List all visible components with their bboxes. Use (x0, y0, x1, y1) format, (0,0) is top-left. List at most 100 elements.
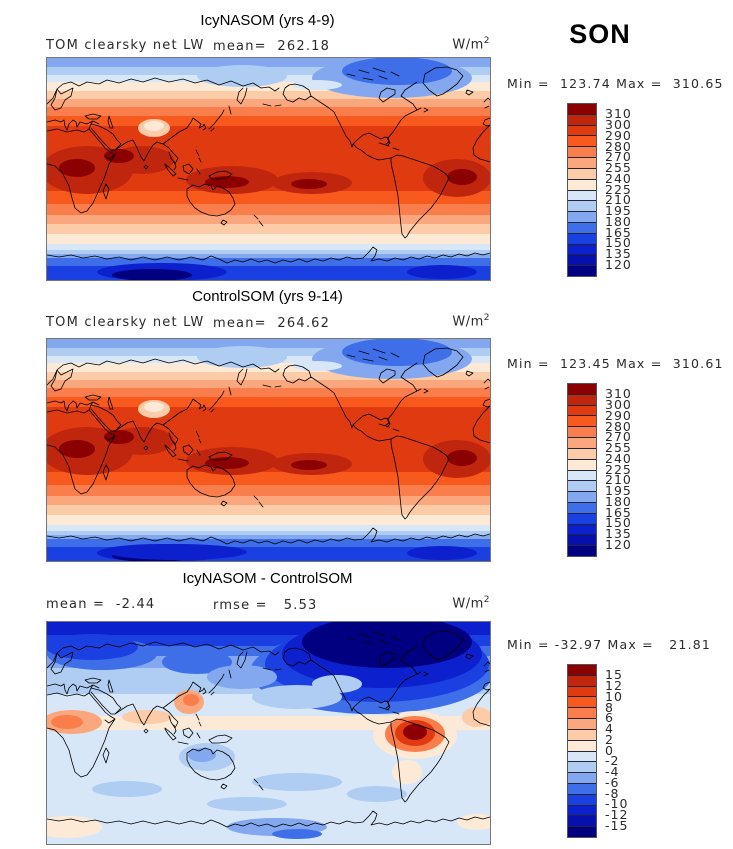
colorbar-tick-label: 120 (605, 256, 632, 272)
colorbar-tick-label: 300 (605, 117, 632, 132)
colorbar-tick-label: 4 (605, 721, 614, 736)
colorbar-tick-label: 210 (605, 472, 632, 488)
panel3-mean-stat: mean = -2.44 (46, 597, 156, 612)
panel2-units: W/m2 (390, 313, 490, 329)
colorbar-segment (568, 469, 596, 481)
colorbar-tick-label: 280 (605, 138, 632, 154)
map-icynasom (46, 57, 491, 281)
panel2-colorbar-labels: 310 300 290 280 270 255 240 225 210 195 180 165 150 1… (599, 383, 643, 555)
colorbar-segment (568, 254, 596, 266)
colorbar-tick-label: 270 (605, 149, 632, 165)
colorbar-segment (568, 221, 596, 233)
panel3-units: W/m2 (390, 595, 490, 611)
colorbar-segment (568, 384, 596, 394)
colorbar-segment (568, 674, 596, 686)
colorbar-segment (568, 804, 596, 816)
panel2-colorbar-bar (568, 384, 596, 556)
colorbar-segment (568, 265, 596, 276)
colorbar-segment (568, 415, 596, 427)
colorbar-tick-label: 195 (605, 483, 632, 498)
colorbar-tick-label: 225 (605, 181, 632, 197)
colorbar-tick-label: 2 (605, 731, 614, 747)
units-exponent: 2 (483, 595, 490, 605)
colorbar-segment (568, 728, 596, 740)
colorbar-segment (568, 113, 596, 125)
colorbar-segment (568, 512, 596, 524)
colorbar-tick-label: 240 (605, 170, 632, 186)
units-base: W/m (452, 596, 484, 612)
panel2-title: ControlSOM (yrs 9-14) (192, 288, 343, 305)
colorbar-segment (568, 437, 596, 448)
colorbar-segment (568, 189, 596, 201)
colorbar-segment (568, 793, 596, 805)
colorbar-tick-label: -15 (605, 817, 629, 833)
colorbar-segment (568, 178, 596, 190)
colorbar-segment (568, 501, 596, 513)
colorbar-tick-label: 255 (605, 160, 632, 175)
colorbar-segment (568, 523, 596, 535)
colorbar-tick-label: 165 (605, 504, 632, 520)
colorbar-tick-label: 225 (605, 461, 632, 477)
colorbar-tick-label: 8 (605, 699, 614, 715)
colorbar-segment (568, 124, 596, 136)
colorbar-tick-label: -12 (605, 807, 629, 822)
colorbar-tick-label: 15 (605, 667, 623, 683)
colorbar-tick-label: 150 (605, 235, 632, 251)
colorbar-segment (568, 739, 596, 751)
panel2-variable-label: TOM clearsky net LW (46, 315, 205, 330)
panel3-minmax: Min = -32.97 Max = 21.81 (507, 637, 712, 652)
colorbar-segment (568, 718, 596, 729)
colorbar-segment (568, 404, 596, 416)
map-difference (46, 621, 491, 845)
colorbar-tick-label: 6 (605, 710, 614, 726)
colorbar-segment (568, 104, 596, 114)
colorbar-tick-label: -6 (605, 774, 620, 790)
panel1-colorbar-bar (568, 104, 596, 276)
colorbar-tick-label: -8 (605, 785, 620, 801)
colorbar-tick-label: 290 (605, 407, 632, 423)
colorbar-segment (568, 146, 596, 158)
panel1-variable-label: TOM clearsky net LW (46, 38, 205, 53)
colorbar-tick-label: 280 (605, 418, 632, 434)
colorbar-tick-label: 310 (605, 106, 632, 122)
colorbar-segment (568, 167, 596, 179)
colorbar-tick-label: 0 (605, 742, 614, 758)
colorbar-segment (568, 665, 596, 675)
units-exponent: 2 (483, 313, 490, 323)
units-base: W/m (452, 314, 484, 330)
colorbar-tick-label: 10 (605, 688, 623, 704)
colorbar-tick-label: 310 (605, 386, 632, 402)
colorbar-tick-label: 135 (605, 526, 632, 541)
colorbar-segment (568, 815, 596, 827)
colorbar-segment (568, 826, 596, 837)
colorbar-tick-label: 240 (605, 450, 632, 466)
colorbar-segment (568, 491, 596, 502)
colorbar-segment (568, 534, 596, 546)
map-controlsom (46, 338, 491, 562)
colorbar-segment (568, 480, 596, 492)
colorbar-tick-label: 195 (605, 203, 632, 218)
colorbar-tick-label: 300 (605, 397, 632, 412)
panel1-mean-stat: mean= 262.18 (213, 39, 331, 54)
colorbar-segment (568, 243, 596, 255)
panel1-title: IcyNASOM (yrs 4-9) (200, 12, 335, 29)
colorbar-segment (568, 772, 596, 783)
colorbar-tick-label: -2 (605, 753, 620, 769)
panel1-colorbar-labels: 310 300 290 280 270 255 240 225 210 195 180 165 150 1… (599, 103, 643, 275)
panel2-colorbar (567, 383, 597, 557)
colorbar-tick-label: 12 (605, 678, 623, 693)
colorbar-tick-label: 150 (605, 515, 632, 531)
colorbar-segment (568, 696, 596, 708)
colorbar-segment (568, 393, 596, 405)
colorbar-segment (568, 761, 596, 773)
colorbar-tick-label: 210 (605, 192, 632, 208)
colorbar-segment (568, 211, 596, 222)
colorbar-tick-label: -10 (605, 796, 629, 812)
colorbar-tick-label: 180 (605, 493, 632, 509)
colorbar-tick-label: 255 (605, 440, 632, 455)
colorbar-tick-label: 120 (605, 536, 632, 552)
colorbar-segment (568, 135, 596, 147)
colorbar-segment (568, 458, 596, 470)
panel3-colorbar (567, 664, 597, 838)
colorbar-segment (568, 545, 596, 556)
